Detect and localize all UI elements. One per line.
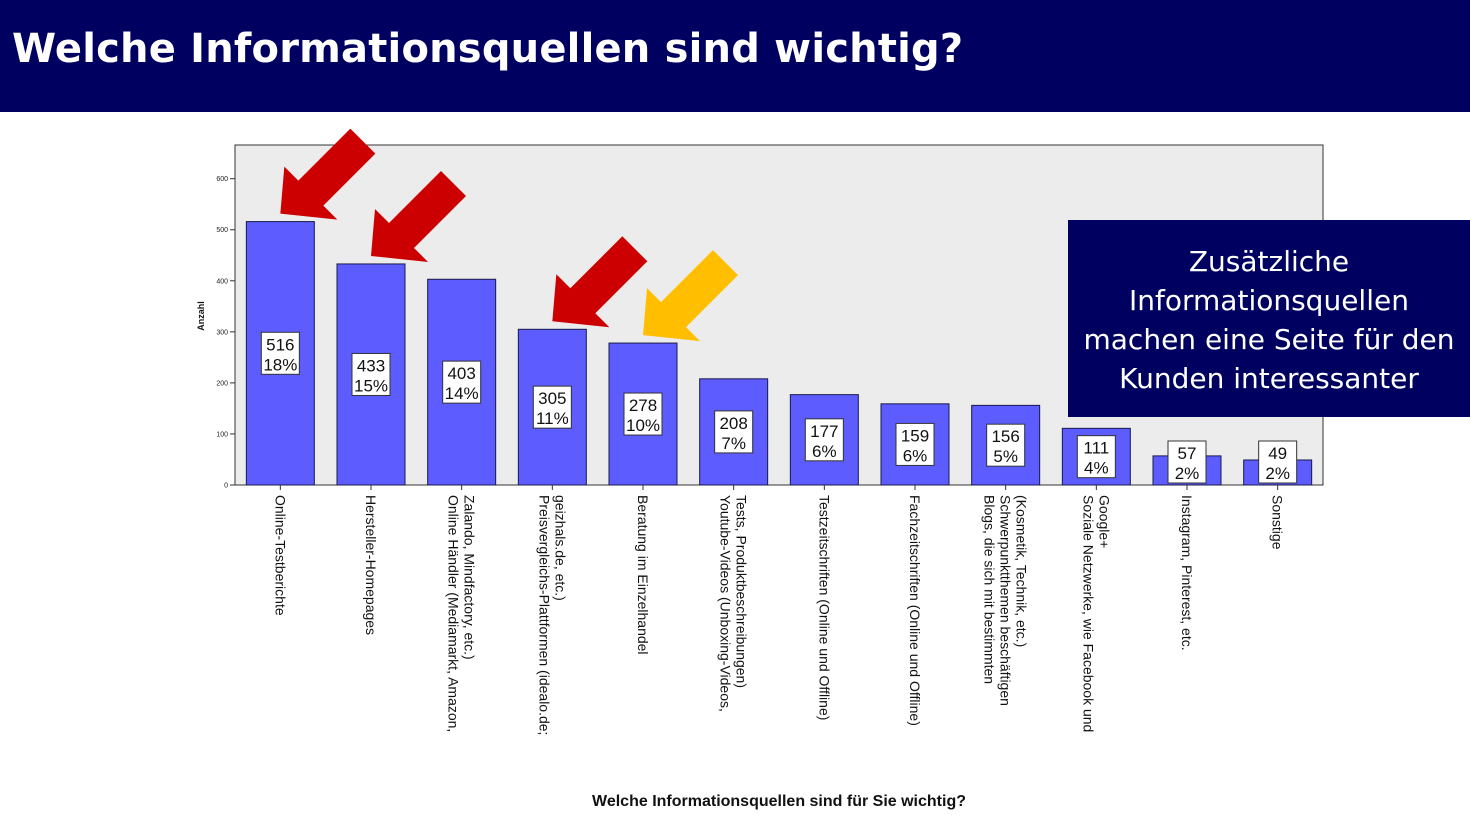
data-label-count: 156 bbox=[991, 427, 1019, 446]
data-label-box bbox=[532, 385, 572, 429]
data-label-box bbox=[895, 422, 935, 466]
highlight-arrow-red bbox=[371, 170, 466, 262]
x-tick-label-group: Online-Testberichte bbox=[272, 495, 288, 616]
x-tick-label: (Kosmetik, Technik, etc.) bbox=[1014, 495, 1030, 647]
data-label-percent: 2% bbox=[1265, 464, 1290, 483]
data-label-count: 208 bbox=[719, 414, 747, 433]
x-tick-label: Google+ bbox=[1096, 495, 1112, 548]
data-label-percent: 7% bbox=[721, 434, 746, 453]
callout-line-1: Zusätzliche bbox=[1188, 245, 1350, 278]
x-tick-label: geizhals.de, etc.) bbox=[552, 495, 568, 601]
highlight-arrow-red bbox=[280, 128, 376, 220]
callout-line-2: Informationsquellen bbox=[1129, 284, 1409, 317]
highlight-arrow-yellow bbox=[643, 250, 738, 342]
data-label-percent: 2% bbox=[1175, 464, 1200, 483]
x-tick-label: Soziale Netzwerke, wie Facebook und bbox=[1080, 495, 1096, 732]
y-tick-label: 200 bbox=[216, 380, 228, 387]
data-label-percent: 5% bbox=[993, 447, 1018, 466]
data-label-percent: 11% bbox=[536, 409, 569, 428]
x-tick-label: Tests, Produktbeschreibungen) bbox=[734, 495, 750, 688]
x-tick-label: Fachzeitschriften (Online und Offline) bbox=[907, 495, 923, 726]
x-tick-label: Schwerpunktthemen beschäftigen bbox=[998, 495, 1014, 706]
x-tick-label: Online-Testberichte bbox=[272, 495, 288, 616]
x-tick-label: Blogs, die sich mit bestimmten bbox=[982, 495, 998, 684]
data-label-box bbox=[986, 423, 1026, 467]
x-tick-label-group: Beratung im Einzelhandel bbox=[635, 495, 651, 655]
x-tick-label: Online Händler (Mediamarkt, Amazon, bbox=[446, 495, 462, 732]
data-label-box bbox=[714, 410, 754, 454]
data-label-box bbox=[442, 360, 482, 404]
data-label-percent: 6% bbox=[812, 442, 837, 461]
data-label-count: 305 bbox=[538, 389, 566, 408]
x-tick-label-group: Instagram, Pinterest, etc. bbox=[1179, 495, 1195, 651]
data-label-box bbox=[351, 352, 391, 396]
x-tick-label-group: Fachzeitschriften (Online und Offline) bbox=[907, 495, 923, 726]
data-label-count: 57 bbox=[1178, 444, 1197, 463]
data-label-count: 433 bbox=[357, 356, 385, 375]
y-tick-label: 600 bbox=[216, 176, 228, 183]
x-tick-label-group: Online Händler (Mediamarkt, Amazon, Zalan… bbox=[446, 495, 478, 732]
data-label-count: 516 bbox=[266, 335, 294, 354]
x-tick-label: Preisvergleichs-Plattformen (idealo.de; bbox=[536, 495, 552, 735]
x-tick-label-group: Hersteller-Homepages bbox=[363, 495, 379, 635]
data-label-count: 403 bbox=[447, 364, 475, 383]
data-label-count: 49 bbox=[1268, 444, 1287, 463]
data-label-count: 159 bbox=[901, 426, 929, 445]
x-tick-label-group: Sonstige bbox=[1270, 495, 1286, 550]
callout-line-3: machen eine Seite für den bbox=[1083, 323, 1455, 356]
data-label-box bbox=[623, 392, 663, 436]
x-tick-label-group: Preisvergleichs-Plattformen (idealo.de; g… bbox=[536, 495, 568, 735]
x-tick-label-group: Soziale Netzwerke, wie Facebook und Googl… bbox=[1080, 495, 1112, 732]
data-label-count: 177 bbox=[810, 422, 838, 441]
x-tick-label: Youtube-Videos (Unboxing-Videos, bbox=[718, 495, 734, 712]
data-label-box bbox=[1076, 435, 1116, 479]
x-tick-label: Instagram, Pinterest, etc. bbox=[1179, 495, 1195, 651]
callout-line-4: Kunden interessanter bbox=[1119, 362, 1419, 395]
y-tick-label: 500 bbox=[216, 227, 228, 234]
title-bar: Welche Informationsquellen sind wichtig? bbox=[0, 0, 1470, 112]
x-tick-label-group: Testzeitschriften (Online und Offline) bbox=[816, 495, 832, 720]
data-label-percent: 10% bbox=[626, 416, 660, 435]
x-tick-label: Beratung im Einzelhandel bbox=[635, 495, 651, 655]
x-tick-label: Testzeitschriften (Online und Offline) bbox=[816, 495, 832, 720]
data-label-count: 111 bbox=[1083, 439, 1109, 458]
data-label-box bbox=[804, 418, 844, 462]
data-label-percent: 15% bbox=[354, 376, 388, 395]
callout-box: Zusätzliche Informationsquellen machen e… bbox=[1068, 220, 1470, 417]
x-tick-label-group: Blogs, die sich mit bestimmten Schwerpunk… bbox=[982, 495, 1030, 706]
x-tick-label: Zalando, Mindfactory, etc.) bbox=[462, 495, 478, 660]
data-label-percent: 6% bbox=[903, 446, 928, 465]
data-label-count: 278 bbox=[629, 396, 657, 415]
data-label-percent: 18% bbox=[263, 355, 297, 374]
y-tick-label: 0 bbox=[224, 483, 228, 490]
highlight-arrow-red bbox=[552, 236, 648, 328]
x-axis-label: Welche Informationsquellen sind für Sie … bbox=[592, 793, 966, 810]
data-label-box bbox=[1167, 440, 1207, 484]
x-tick-label: Hersteller-Homepages bbox=[363, 495, 379, 635]
data-label-box bbox=[1258, 440, 1298, 484]
y-tick-label: 300 bbox=[216, 329, 228, 336]
y-tick-label: 100 bbox=[216, 431, 228, 438]
x-tick-label: Sonstige bbox=[1270, 495, 1286, 550]
data-label-percent: 14% bbox=[445, 384, 479, 403]
slide-title: Welche Informationsquellen sind wichtig? bbox=[12, 26, 964, 72]
y-tick-label: 400 bbox=[216, 278, 228, 285]
y-axis-label: Anzahl bbox=[196, 301, 206, 331]
x-tick-label-group: Youtube-Videos (Unboxing-Videos, Tests, P… bbox=[718, 495, 750, 712]
data-label-box bbox=[260, 331, 300, 375]
data-label-percent: 4% bbox=[1084, 459, 1109, 478]
